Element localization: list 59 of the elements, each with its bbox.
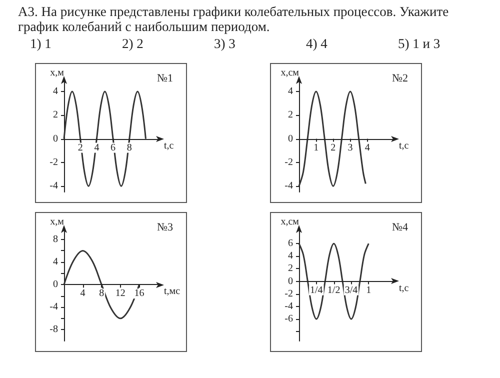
y-axis-title: x,м bbox=[50, 216, 65, 228]
x-tick-label: 3/4 bbox=[344, 284, 358, 296]
y-tick-label: 4 bbox=[53, 256, 58, 268]
x-axis-title: t,с bbox=[399, 282, 410, 294]
y-tick-label: 8 bbox=[53, 234, 58, 245]
x-tick-label: 4 bbox=[364, 142, 370, 154]
y-axis-title: x,см bbox=[280, 68, 300, 78]
x-tick-label: 3 bbox=[348, 142, 353, 154]
x-axis-title: t,с bbox=[399, 140, 410, 152]
x-tick-label: 8 bbox=[126, 142, 132, 154]
chart-title: №2 bbox=[392, 72, 408, 84]
text: 4) 4 bbox=[306, 36, 328, 52]
y-axis-title: x,см bbox=[280, 216, 300, 228]
y-tick-label: 2 bbox=[53, 110, 58, 121]
y-tick-label: 0 bbox=[288, 133, 293, 144]
y-tick-label: 6 bbox=[288, 238, 293, 250]
x-tick-label: 4 bbox=[94, 142, 100, 154]
line-series bbox=[63, 90, 146, 187]
x-tick-label: 2 bbox=[330, 142, 336, 154]
x-tick-label: 16 bbox=[134, 288, 144, 300]
text: 1) 1 bbox=[30, 36, 52, 52]
y-tick-label: -8 bbox=[50, 324, 58, 336]
y-tick-label: 4 bbox=[288, 86, 293, 97]
x-tick-label: 1/2 bbox=[327, 284, 340, 296]
y-tick-label: 0 bbox=[53, 279, 58, 290]
chart-title: №3 bbox=[157, 222, 174, 234]
x-tick-label: 6 bbox=[110, 142, 116, 154]
y-tick-label: -4 bbox=[284, 180, 293, 192]
y-tick-label: -2 bbox=[284, 156, 293, 168]
x-tick-label: 1 bbox=[366, 284, 372, 296]
text: 3) 3 bbox=[214, 36, 236, 52]
x-tick-label: 1 bbox=[314, 142, 319, 154]
text: 5) 1 и 3 bbox=[398, 36, 440, 52]
x-tick-label: 12 bbox=[115, 288, 126, 300]
x-tick-label: 2 bbox=[78, 142, 83, 154]
y-tick-label: -4 bbox=[284, 300, 293, 312]
y-tick-label: -6 bbox=[284, 314, 293, 324]
x-axis-title: t,мс bbox=[164, 286, 181, 298]
line-series bbox=[298, 242, 370, 320]
y-tick-label: 0 bbox=[53, 133, 58, 144]
chart-title: №1 bbox=[157, 72, 174, 84]
x-tick-label: 1/4 bbox=[310, 284, 323, 296]
y-tick-label: -2 bbox=[284, 288, 293, 300]
y-tick-label: -2 bbox=[50, 156, 58, 168]
text: 2) 2 bbox=[122, 36, 144, 52]
y-tick-label: 2 bbox=[288, 110, 293, 121]
x-tick-label: 4 bbox=[80, 288, 86, 300]
y-tick-label: 0 bbox=[288, 276, 293, 287]
chart-title: №4 bbox=[392, 222, 408, 234]
line-series bbox=[298, 90, 366, 187]
y-tick-label: -4 bbox=[50, 180, 58, 192]
y-tick-label: 2 bbox=[288, 263, 293, 274]
y-tick-label: 4 bbox=[288, 250, 293, 262]
x-axis-title: t,с bbox=[164, 140, 174, 152]
y-axis-title: x,м bbox=[50, 68, 65, 78]
y-tick-label: 4 bbox=[53, 86, 58, 97]
x-tick-label: 8 bbox=[99, 288, 104, 300]
text: А3. На рисунке представлены графики колебательных процессов. Укажите график колебаний с наибольшим периодом. bbox=[18, 4, 450, 34]
y-tick-label: -4 bbox=[50, 302, 58, 313]
